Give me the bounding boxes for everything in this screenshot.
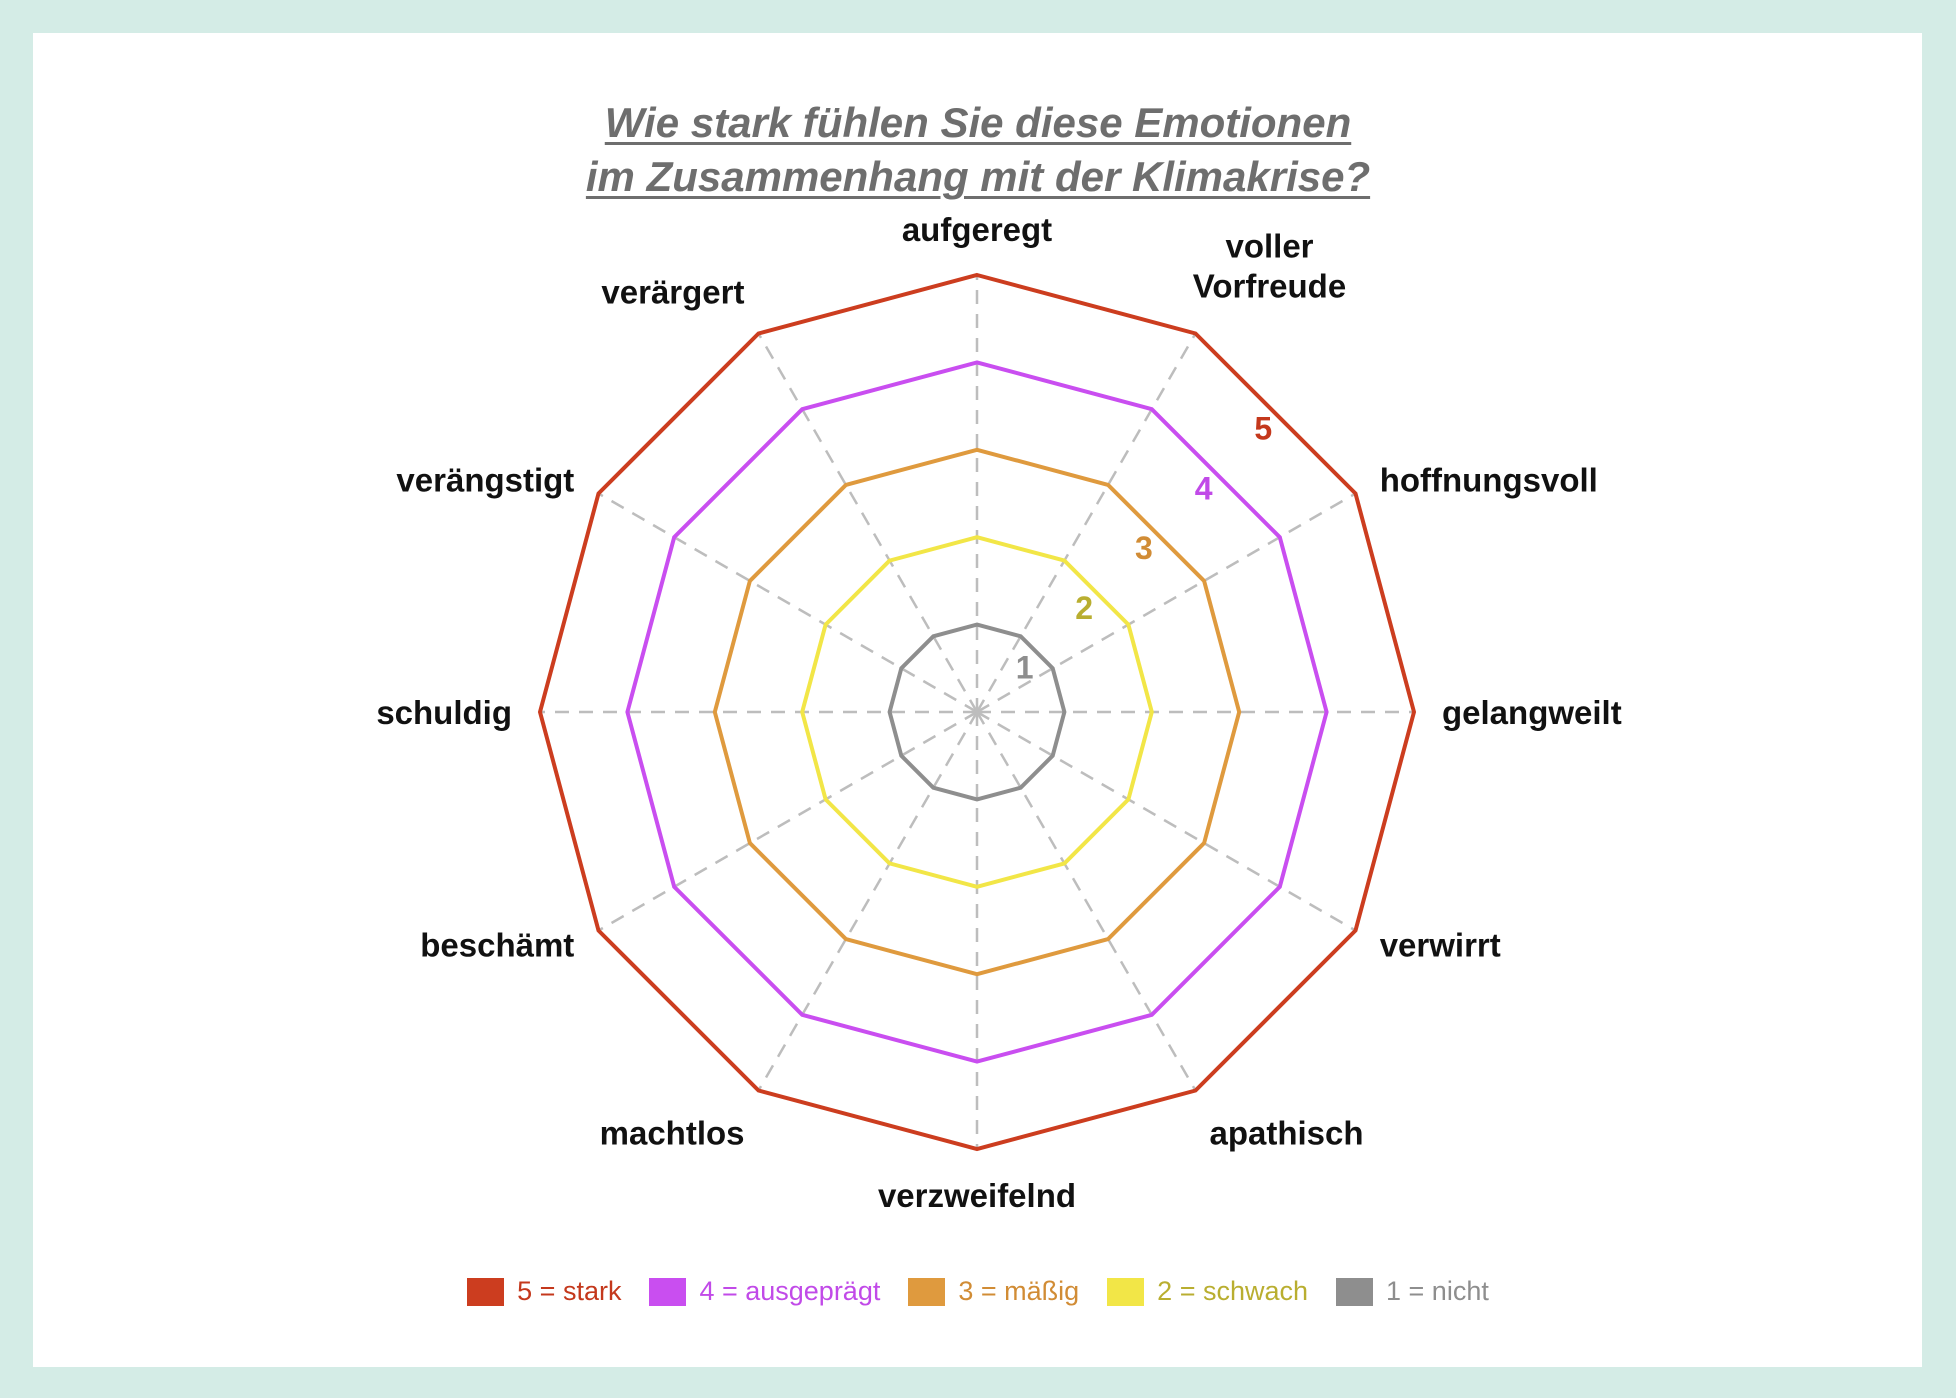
ring-level-5 bbox=[537, 272, 1417, 1152]
legend-swatch-3 bbox=[908, 1277, 946, 1306]
legend-label-1: 1 = nicht bbox=[1386, 1276, 1489, 1306]
tick-label-3: 3 bbox=[1135, 530, 1153, 566]
legend-swatch-2 bbox=[1107, 1277, 1145, 1306]
axis-label-verwirrt: verwirrt bbox=[1380, 927, 1501, 964]
spoke-verwirrt bbox=[976, 710, 1357, 932]
axis-label-line: verärgert bbox=[601, 273, 744, 310]
spoke-verärgert bbox=[757, 332, 979, 713]
legend-item-2: 2 = schwach bbox=[1107, 1276, 1308, 1307]
axis-label-line: Vorfreude bbox=[1193, 267, 1346, 304]
spokes-group bbox=[540, 275, 1414, 1149]
axis-label-line: apathisch bbox=[1210, 1115, 1364, 1152]
chart-title: Wie stark fühlen Sie diese Emotionen im … bbox=[0, 96, 1956, 204]
axis-labels-group: aufgeregt voller Vorfreude hoffnungsvoll gel… bbox=[376, 211, 1621, 1214]
legend-item-4: 4 = ausgeprägt bbox=[649, 1276, 880, 1307]
legend-item-5: 5 = stark bbox=[467, 1276, 621, 1307]
ring-level-1 bbox=[887, 622, 1067, 802]
legend-swatch-5 bbox=[467, 1277, 505, 1306]
axis-label-hoffnungsvoll: hoffnungsvoll bbox=[1380, 462, 1598, 499]
axis-label-schuldig: schuldig bbox=[376, 694, 512, 731]
ring-level-3 bbox=[712, 447, 1242, 977]
axis-label-verängstigt: verängstigt bbox=[396, 462, 574, 499]
axis-label-gelangweilt: gelangweilt bbox=[1442, 694, 1622, 731]
axis-label-line: hoffnungsvoll bbox=[1380, 462, 1598, 499]
legend-item-1: 1 = nicht bbox=[1336, 1276, 1489, 1307]
axis-label-line: aufgeregt bbox=[902, 211, 1052, 248]
legend-label-3: 3 = mäßig bbox=[958, 1276, 1080, 1306]
spoke-apathisch bbox=[975, 711, 1197, 1092]
legend-swatch-4 bbox=[649, 1277, 687, 1306]
tick-label-5: 5 bbox=[1254, 411, 1272, 447]
rings-group bbox=[537, 272, 1417, 1152]
legend-label-4: 4 = ausgeprägt bbox=[699, 1276, 881, 1306]
ring-level-4 bbox=[625, 360, 1329, 1064]
axis-label-voller-vorfreude: voller Vorfreude bbox=[1193, 227, 1346, 304]
axis-label-line: gelangweilt bbox=[1442, 694, 1622, 731]
axis-label-machtlos: machtlos bbox=[600, 1115, 745, 1152]
tick-labels-group: 1 2 3 4 5 bbox=[1016, 411, 1272, 686]
spoke-beschämt bbox=[597, 710, 978, 932]
legend-item-3: 3 = mäßig bbox=[908, 1276, 1079, 1307]
spoke-machtlos bbox=[757, 711, 979, 1092]
axis-label-beschämt: beschämt bbox=[420, 927, 574, 964]
tick-label-2: 2 bbox=[1075, 590, 1093, 626]
axis-label-line: voller bbox=[1225, 227, 1313, 264]
legend-label-2: 2 = schwach bbox=[1157, 1276, 1309, 1306]
axis-label-aufgeregt: aufgeregt bbox=[902, 211, 1052, 248]
axis-label-line: verzweifelnd bbox=[878, 1177, 1076, 1214]
axis-label-line: machtlos bbox=[600, 1115, 745, 1152]
chart-title-line1: Wie stark fühlen Sie diese Emotionen bbox=[604, 99, 1352, 146]
legend-swatch-1 bbox=[1336, 1277, 1374, 1306]
ring-level-2 bbox=[800, 535, 1154, 889]
axis-label-apathisch: apathisch bbox=[1210, 1115, 1364, 1152]
axis-label-line: schuldig bbox=[376, 694, 512, 731]
tick-label-4: 4 bbox=[1195, 470, 1213, 506]
spoke-verängstigt bbox=[597, 492, 978, 714]
axis-label-verzweifelnd: verzweifelnd bbox=[878, 1177, 1076, 1214]
axis-label-line: verwirrt bbox=[1380, 927, 1501, 964]
chart-legend: 5 = stark 4 = ausgeprägt 3 = mäßig 2 = schw… bbox=[0, 1276, 1956, 1307]
spoke-voller-vorfreude bbox=[975, 332, 1197, 713]
legend-label-5: 5 = stark bbox=[517, 1276, 622, 1306]
axis-label-line: verängstigt bbox=[396, 462, 574, 499]
axis-label-line: beschämt bbox=[420, 927, 574, 964]
tick-label-1: 1 bbox=[1016, 649, 1034, 685]
chart-title-line2: im Zusammenhang mit der Klimakrise? bbox=[585, 153, 1371, 200]
spoke-hoffnungsvoll bbox=[976, 492, 1357, 714]
axis-label-verärgert: verärgert bbox=[601, 273, 744, 310]
